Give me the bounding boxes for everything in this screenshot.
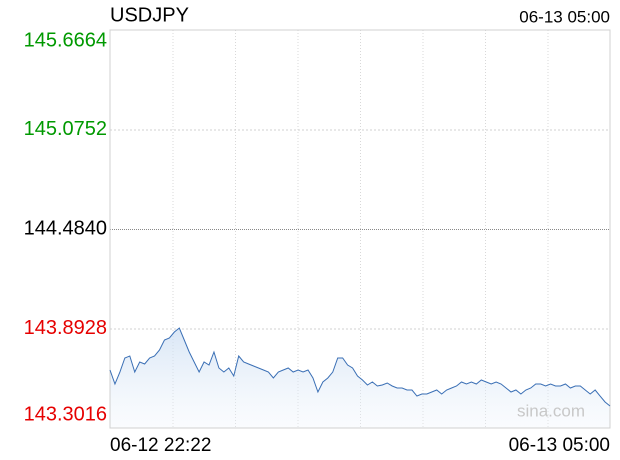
y-tick-label: 145.6664	[24, 29, 107, 51]
plot-frame	[109, 29, 611, 429]
y-tick-label: 144.4840	[24, 217, 107, 239]
watermark: sina.com	[517, 401, 585, 420]
chart-title: USDJPY	[110, 4, 189, 26]
y-tick-label: 145.0752	[24, 118, 107, 140]
update-time: 06-13 05:00	[519, 7, 610, 26]
price-line	[109, 327, 611, 407]
x-tick-label: 06-13 05:00	[509, 435, 610, 456]
y-tick-label: 143.3016	[24, 403, 107, 425]
x-tick-label: 06-12 22:22	[110, 435, 211, 456]
y-tick-label: 143.8928	[24, 317, 107, 339]
